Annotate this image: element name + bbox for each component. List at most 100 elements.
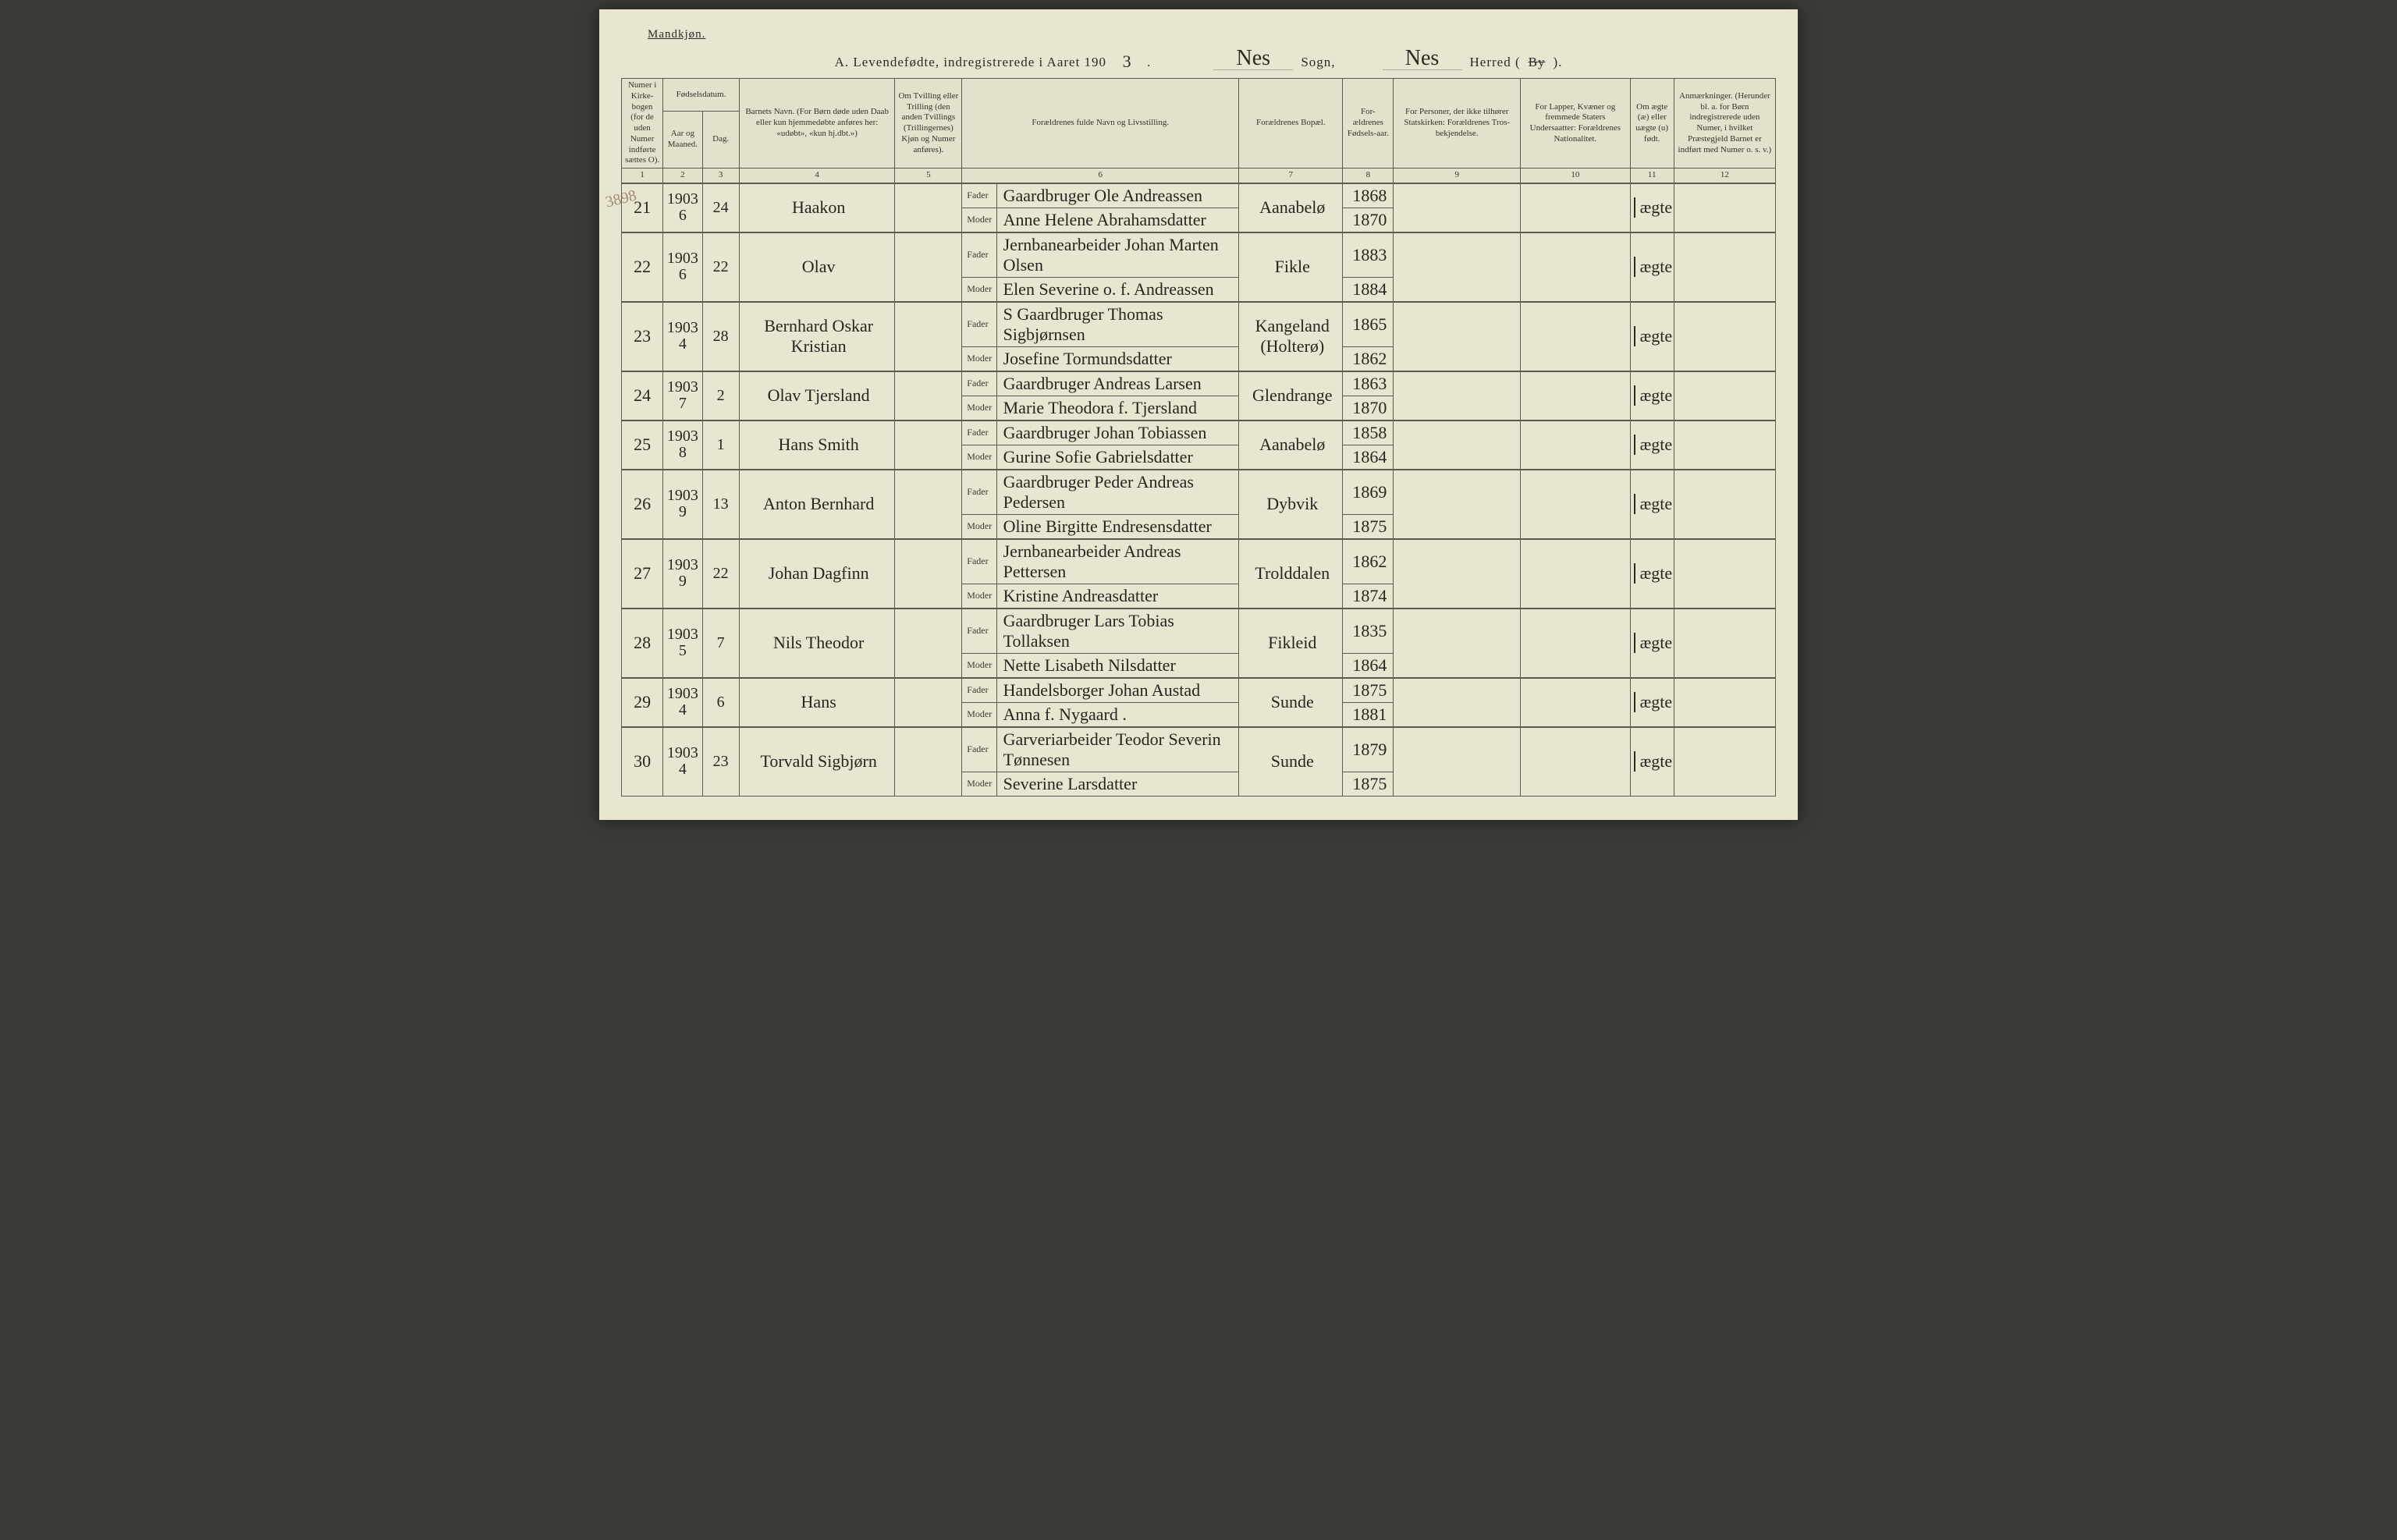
title-period: . (1147, 55, 1151, 70)
birth-year: 1903 (667, 557, 698, 573)
residence: Trolddalen (1239, 539, 1343, 609)
head-c3: Dag. (702, 112, 739, 169)
mother-name: Severine Larsdatter (996, 772, 1239, 796)
residence: Dybvik (1239, 470, 1343, 539)
colnum-7: 7 (1239, 169, 1343, 183)
year-month: 19039 (663, 470, 702, 539)
remarks-cell (1674, 302, 1775, 371)
head-c6: Forældrenes fulde Navn og Livsstilling. (962, 79, 1239, 169)
head-c12: Anmærkninger. (Herunder bl. a. for Børn … (1674, 79, 1775, 169)
year-month: 19036 (663, 183, 702, 232)
birth-month: 4 (679, 336, 687, 353)
twin-cell (895, 302, 962, 371)
legitimacy: ægte (1630, 371, 1674, 420)
head-c8: For-ældrenes Fødsels-aar. (1343, 79, 1394, 169)
residence: Glendrange (1239, 371, 1343, 420)
birth-year: 1903 (667, 745, 698, 761)
table-row: 28190357Nils TheodorFaderGaardbruger Lar… (622, 609, 1776, 654)
confession-cell (1394, 678, 1521, 727)
child-name: Anton Bernhard (739, 470, 895, 539)
herred-label: Herred ( (1470, 55, 1521, 70)
birth-year: 1903 (667, 379, 698, 396)
birth-month: 8 (679, 445, 687, 461)
father-label: Fader (962, 420, 996, 445)
mother-birth-year: 1870 (1343, 396, 1394, 420)
confession-cell (1394, 539, 1521, 609)
colnum-6: 6 (962, 169, 1239, 183)
head-c10: For Lapper, Kvæner og fremmede Staters U… (1521, 79, 1631, 169)
mother-name: Elen Severine o. f. Andreassen (996, 277, 1239, 302)
mother-label: Moder (962, 584, 996, 609)
remarks-cell (1674, 183, 1775, 232)
mother-label: Moder (962, 396, 996, 420)
legitimacy: ægte (1630, 539, 1674, 609)
nationality-cell (1521, 232, 1631, 302)
residence: Fikleid (1239, 609, 1343, 678)
nationality-cell (1521, 470, 1631, 539)
residence: Aanabelø (1239, 420, 1343, 470)
table-row: 211903624HaakonFaderGaardbruger Ole Andr… (622, 183, 1776, 208)
legitimacy-value: ægte (1634, 326, 1673, 346)
mother-birth-year: 1874 (1343, 584, 1394, 609)
birth-day: 23 (702, 727, 739, 797)
legitimacy: ægte (1630, 232, 1674, 302)
head-c2: Aar og Maaned. (663, 112, 702, 169)
mother-name: Josefine Tormundsdatter (996, 346, 1239, 371)
head-date-group: Fødselsdatum. (663, 79, 740, 112)
father-label: Fader (962, 678, 996, 703)
birth-day: 24 (702, 183, 739, 232)
father-name: Jernbanearbeider Andreas Pettersen (996, 539, 1239, 584)
remarks-cell (1674, 539, 1775, 609)
residence: Sunde (1239, 727, 1343, 797)
confession-cell (1394, 470, 1521, 539)
colnum-3: 3 (702, 169, 739, 183)
mother-label: Moder (962, 277, 996, 302)
year-month: 19034 (663, 727, 702, 797)
remarks-cell (1674, 678, 1775, 727)
colnum-9: 9 (1394, 169, 1521, 183)
colnum-4: 4 (739, 169, 895, 183)
birth-month: 6 (679, 208, 687, 224)
head-c7: Forældrenes Bopæl. (1239, 79, 1343, 169)
father-label: Fader (962, 302, 996, 347)
father-name: Garveriarbeider Teodor Severin Tønnesen (996, 727, 1239, 772)
sogn-label: Sogn, (1301, 55, 1335, 70)
birth-month: 7 (679, 396, 687, 412)
birth-year: 1903 (667, 626, 698, 643)
year-month: 19036 (663, 232, 702, 302)
table-row: 29190346HansFaderHandelsborger Johan Aus… (622, 678, 1776, 703)
father-name: Gaardbruger Johan Tobiassen (996, 420, 1239, 445)
remarks-cell (1674, 470, 1775, 539)
mother-name: Gurine Sofie Gabrielsdatter (996, 445, 1239, 470)
birth-day: 28 (702, 302, 739, 371)
mother-birth-year: 1864 (1343, 653, 1394, 678)
father-birth-year: 1883 (1343, 232, 1394, 278)
child-name: Hans (739, 678, 895, 727)
nationality-cell (1521, 727, 1631, 797)
title-prefix: A. Levendefødte, indregistrerede i Aaret… (835, 55, 1106, 70)
nationality-cell (1521, 302, 1631, 371)
father-birth-year: 1869 (1343, 470, 1394, 515)
father-birth-year: 1863 (1343, 371, 1394, 396)
mother-name: Marie Theodora f. Tjersland (996, 396, 1239, 420)
title-row: A. Levendefødte, indregistrerede i Aaret… (621, 48, 1776, 70)
remarks-cell (1674, 232, 1775, 302)
mother-label: Moder (962, 702, 996, 727)
birth-month: 9 (679, 504, 687, 520)
year-month: 19035 (663, 609, 702, 678)
by-struck: By (1529, 55, 1546, 70)
child-name: Olav Tjersland (739, 371, 895, 420)
father-label: Fader (962, 183, 996, 208)
legitimacy-value: ægte (1634, 435, 1673, 455)
birth-day: 1 (702, 420, 739, 470)
colnum-10: 10 (1521, 169, 1631, 183)
mother-birth-year: 1875 (1343, 772, 1394, 796)
child-name: Olav (739, 232, 895, 302)
birth-day: 13 (702, 470, 739, 539)
legitimacy: ægte (1630, 470, 1674, 539)
father-birth-year: 1879 (1343, 727, 1394, 772)
mother-name: Anne Helene Abrahamsdatter (996, 208, 1239, 232)
mother-label: Moder (962, 208, 996, 232)
birth-month: 6 (679, 267, 687, 283)
legitimacy: ægte (1630, 302, 1674, 371)
